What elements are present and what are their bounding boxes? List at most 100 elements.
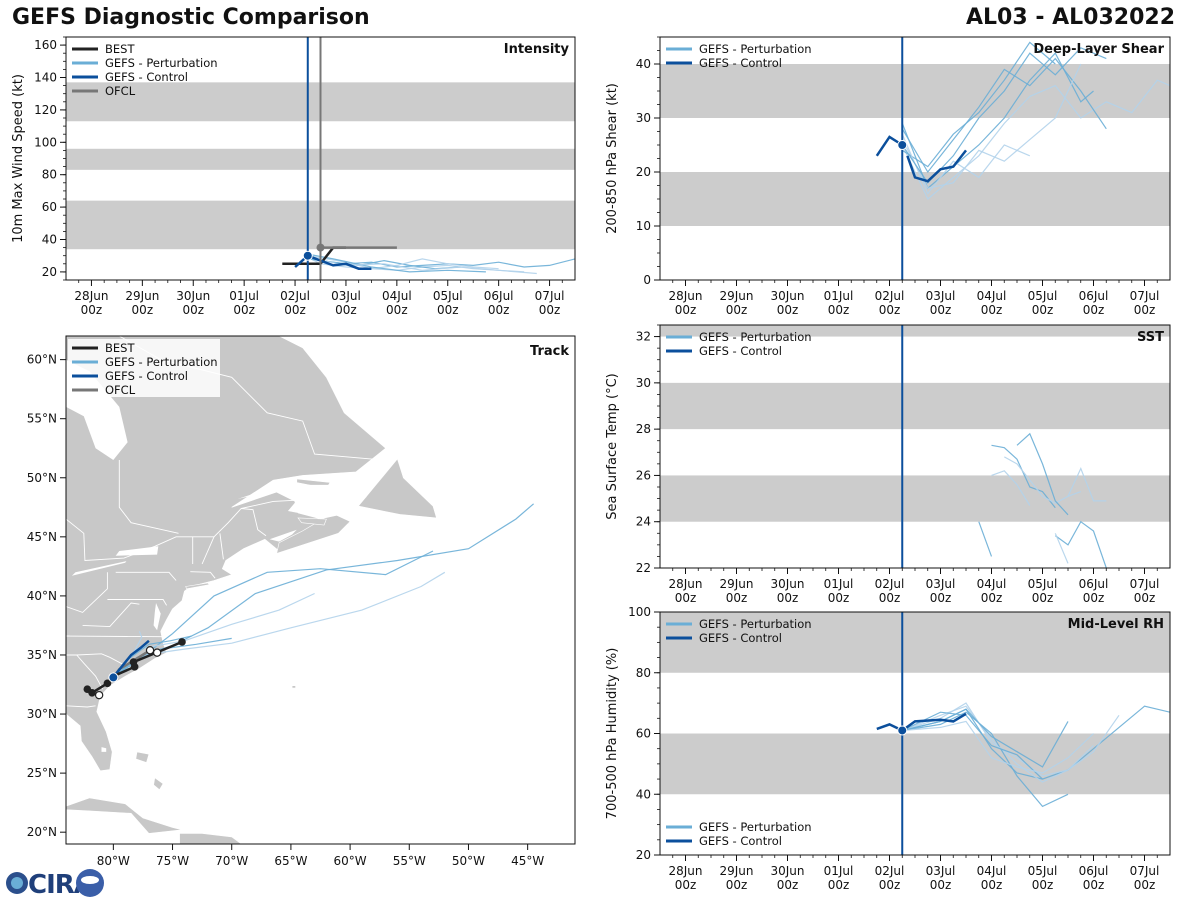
shear-xtick-label-hour: 00z bbox=[777, 303, 799, 317]
intensity-xtick-label-date: 07Jul bbox=[535, 289, 565, 303]
sst-xtick-label-hour: 00z bbox=[1134, 591, 1156, 605]
rh-perturbation-line-1 bbox=[902, 705, 1094, 783]
intensity-xtick-label-hour: 00z bbox=[182, 303, 204, 317]
shear-xtick-label-hour: 00z bbox=[930, 303, 952, 317]
intensity-xtick-label-hour: 00z bbox=[335, 303, 357, 317]
sst-panel: 22242628303228Jun00z29Jun00z30Jun00z01Ju… bbox=[605, 324, 1171, 605]
track-perturbation-line-2 bbox=[112, 550, 434, 678]
sst-xtick-label-hour: 00z bbox=[726, 591, 748, 605]
rh-ytick-label: 100 bbox=[628, 605, 651, 619]
intensity-ylabel: 10m Max Wind Speed (kt) bbox=[11, 74, 26, 243]
water-chesapeake bbox=[153, 603, 161, 631]
rh-xtick-label-hour: 00z bbox=[981, 878, 1003, 892]
shear-ytick-label: 30 bbox=[636, 111, 651, 125]
intensity-legend-label-2: GEFS - Control bbox=[105, 70, 188, 84]
track-xtick-label: 45°W bbox=[511, 854, 544, 868]
rh-legend-label-1: GEFS - Control bbox=[699, 631, 782, 645]
track-control-line bbox=[112, 639, 150, 679]
water-gulf-st-lawrence bbox=[237, 484, 367, 520]
rh-xtick-label-hour: 00z bbox=[930, 878, 952, 892]
shear-xtick-label-date: 07Jul bbox=[1130, 289, 1160, 303]
rh-init-point bbox=[897, 725, 908, 736]
sst-xtick-label-hour: 00z bbox=[828, 591, 850, 605]
border-nh-vt bbox=[201, 536, 215, 565]
shear-band-1 bbox=[660, 64, 1170, 118]
track-panel: 80°W 75°W 70°W 65°W 60°W 55°W 50°W 45°W 20°N 25°N… bbox=[27, 335, 576, 868]
sst-ytick-label: 22 bbox=[636, 561, 651, 575]
track-best-point bbox=[88, 688, 96, 697]
sst-xtick-label-hour: 00z bbox=[777, 591, 799, 605]
sst-legend-label-0: GEFS - Perturbation bbox=[699, 330, 812, 344]
rh-control-line bbox=[901, 712, 967, 732]
track-ytick-label: 60°N bbox=[27, 353, 57, 367]
rh-perturbation-line-6 bbox=[902, 708, 1069, 768]
rh-xtick-label-date: 05Jul bbox=[1028, 864, 1058, 878]
rh-xtick-label-hour: 00z bbox=[1083, 878, 1105, 892]
intensity-xtick-label-hour: 00z bbox=[132, 303, 154, 317]
shear-legend-label-0: GEFS - Perturbation bbox=[699, 42, 812, 56]
shear-xtick-label-date: 30Jun bbox=[770, 289, 804, 303]
sst-xtick-label-date: 04Jul bbox=[977, 577, 1007, 591]
rh-ytick-label: 80 bbox=[636, 666, 651, 680]
intensity-xtick-label-hour: 00z bbox=[488, 303, 510, 317]
track-legend-label-0: BEST bbox=[105, 341, 135, 355]
intensity-legend-label-0: BEST bbox=[105, 42, 135, 56]
intensity-ytick-label: 40 bbox=[42, 233, 57, 247]
intensity-xtick-label-date: 03Jul bbox=[331, 289, 361, 303]
intensity-xtick-label-date: 04Jul bbox=[382, 289, 412, 303]
intensity-xtick-label-hour: 00z bbox=[437, 303, 459, 317]
rh-xtick-label-hour: 00z bbox=[675, 878, 697, 892]
water-bay-of-fundy bbox=[269, 529, 297, 542]
intensity-ytick-label: 60 bbox=[42, 200, 57, 214]
shear-xtick-label-date: 03Jul bbox=[926, 289, 956, 303]
intensity-perturbation-line-5 bbox=[307, 256, 537, 275]
shear-control-pre-line bbox=[875, 135, 903, 157]
track-xtick-label: 80°W bbox=[97, 854, 130, 868]
sst-xtick-label-date: 02Jul bbox=[875, 577, 905, 591]
sst-perturbation-line-6 bbox=[978, 521, 993, 557]
rh-xtick-label-date: 30Jun bbox=[770, 864, 804, 878]
border-ga-fl bbox=[66, 705, 96, 708]
rh-xtick-label-hour: 00z bbox=[726, 878, 748, 892]
rh-perturbation-line-2 bbox=[902, 711, 1069, 808]
rh-xtick-label-date: 03Jul bbox=[926, 864, 956, 878]
shear-ytick-label: 10 bbox=[636, 219, 651, 233]
track-xtick-label: 70°W bbox=[215, 854, 248, 868]
intensity-ytick-label: 140 bbox=[34, 71, 57, 85]
rh-perturbation-line-4 bbox=[902, 711, 1043, 780]
intensity-ytick-label: 100 bbox=[34, 135, 57, 149]
shear-xtick-label-date: 05Jul bbox=[1028, 289, 1058, 303]
logo-globe-cloud bbox=[81, 876, 99, 884]
intensity-xtick-label-date: 28Jun bbox=[74, 289, 108, 303]
track-ytick-label: 50°N bbox=[27, 471, 57, 485]
track-ytick-label: 40°N bbox=[27, 589, 57, 603]
sst-perturbation-line-5 bbox=[991, 470, 1031, 506]
shear-xtick-label-hour: 00z bbox=[879, 303, 901, 317]
track-panel-title: Track bbox=[530, 344, 569, 359]
border-maine-nh bbox=[219, 533, 224, 560]
sst-perturbation-line-2 bbox=[1016, 432, 1069, 516]
intensity-xtick-label-date: 02Jul bbox=[280, 289, 310, 303]
sst-xtick-label-date: 28Jun bbox=[668, 577, 702, 591]
sst-xtick-label-date: 05Jul bbox=[1028, 577, 1058, 591]
track-legend-label-2: GEFS - Control bbox=[105, 369, 188, 383]
sst-xtick-label-date: 03Jul bbox=[926, 577, 956, 591]
shear-xtick-label-date: 28Jun bbox=[668, 289, 702, 303]
rh-xtick-label-date: 01Jul bbox=[824, 864, 854, 878]
page-title: GEFS Diagnostic Comparison bbox=[12, 5, 370, 30]
shear-xtick-label-hour: 00z bbox=[981, 303, 1003, 317]
rh-band-0 bbox=[660, 733, 1170, 795]
intensity-xtick-label-hour: 00z bbox=[284, 303, 306, 317]
sst-xtick-label-hour: 00z bbox=[981, 591, 1003, 605]
track-ofcl-open-point bbox=[145, 646, 155, 655]
intensity-xtick-label-date: 29Jun bbox=[125, 289, 159, 303]
rh-xtick-label-hour: 00z bbox=[777, 878, 799, 892]
shear-xtick-label-date: 01Jul bbox=[824, 289, 854, 303]
storm-id: AL03 - AL032022 bbox=[966, 5, 1175, 30]
intensity-panel: 2040608010012014016028Jun00z29Jun00z30Ju… bbox=[11, 36, 576, 317]
rh-panel: 2040608010028Jun00z29Jun00z30Jun00z01Jul… bbox=[605, 605, 1171, 892]
shear-perturbation-line-0 bbox=[901, 52, 1094, 190]
sst-xtick-label-date: 06Jul bbox=[1079, 577, 1109, 591]
track-xtick-label: 50°W bbox=[452, 854, 485, 868]
